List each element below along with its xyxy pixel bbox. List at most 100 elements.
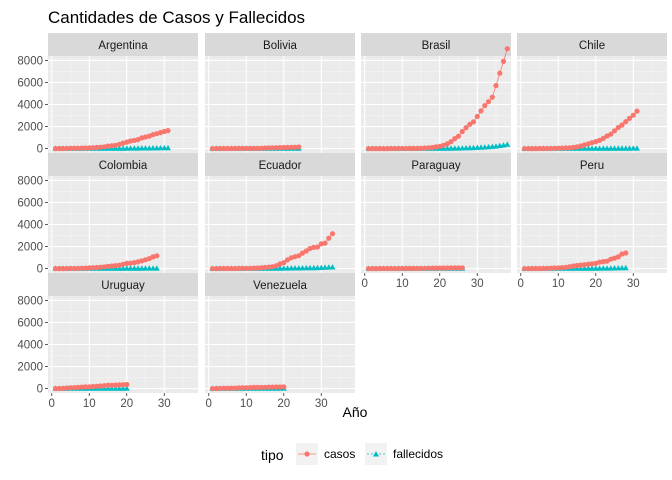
point-casos — [521, 146, 528, 152]
point-casos — [410, 265, 417, 271]
point-casos — [262, 145, 268, 151]
point-casos — [485, 99, 492, 105]
facet-argentina: Argentina 0 2000 4000 6000 8000 — [17, 33, 198, 156]
x-tick-label: 10 — [83, 398, 96, 410]
point-casos — [529, 146, 535, 152]
point-fallecidos — [307, 264, 313, 271]
x-tick-label: 20 — [589, 278, 602, 290]
point-casos — [504, 46, 510, 52]
x-tick-label: 20 — [120, 398, 133, 410]
point-casos — [82, 265, 89, 271]
point-casos — [634, 108, 640, 114]
facet-strip-chile — [517, 33, 667, 56]
y-tick-label: 8000 — [17, 55, 43, 67]
point-casos — [551, 265, 558, 271]
point-casos — [418, 265, 424, 271]
point-fallecidos — [619, 145, 625, 151]
point-casos — [525, 146, 531, 152]
point-casos — [414, 265, 420, 271]
point-casos — [444, 265, 450, 271]
facet-label-venezuela: Venezuela — [253, 280, 307, 292]
point-casos — [555, 265, 561, 271]
point-casos — [377, 146, 383, 152]
point-casos — [459, 265, 465, 271]
point-casos — [266, 384, 272, 390]
facet-brasil: Brasil — [361, 33, 511, 153]
point-casos — [474, 113, 480, 120]
point-casos — [209, 386, 216, 392]
point-casos — [525, 266, 531, 272]
facet-label-bolivia: Bolivia — [263, 40, 297, 52]
point-casos — [67, 385, 74, 391]
legend: tipo casos fallecidos — [261, 443, 443, 465]
point-fallecidos — [165, 144, 171, 151]
point-casos — [544, 145, 550, 152]
point-casos — [209, 146, 216, 152]
point-casos — [60, 385, 66, 391]
point-casos — [448, 139, 454, 145]
point-casos — [239, 145, 246, 151]
point-casos — [281, 384, 287, 390]
point-fallecidos — [604, 265, 610, 271]
facet-strip-argentina — [48, 33, 198, 56]
point-casos — [619, 122, 625, 128]
point-casos — [266, 145, 272, 151]
point-casos — [228, 385, 234, 391]
point-casos — [369, 266, 375, 272]
point-casos — [82, 145, 89, 151]
point-casos — [281, 260, 287, 266]
point-casos — [463, 125, 469, 131]
point-casos — [467, 121, 473, 127]
y-tick-label: 4000 — [17, 340, 43, 352]
point-casos — [536, 145, 543, 152]
point-casos — [529, 265, 535, 272]
point-casos — [239, 265, 246, 271]
point-casos — [478, 108, 484, 114]
point-casos — [452, 265, 458, 271]
point-casos — [277, 145, 283, 151]
legend-key-fallecidos-marker — [373, 451, 379, 457]
point-casos — [112, 263, 119, 269]
point-casos — [105, 263, 111, 269]
facet-strip-colombia — [48, 153, 198, 176]
point-casos — [52, 385, 59, 392]
point-fallecidos — [329, 264, 336, 270]
point-casos — [615, 124, 621, 131]
point-fallecidos — [142, 145, 149, 151]
point-casos — [82, 384, 89, 390]
point-casos — [482, 103, 488, 109]
point-fallecidos — [157, 145, 164, 151]
point-fallecidos — [611, 145, 618, 151]
point-casos — [97, 264, 104, 270]
facet-strip-paraguay — [361, 153, 511, 176]
facet-strip-ecuador — [205, 153, 355, 176]
point-casos — [112, 382, 119, 388]
point-casos — [322, 240, 328, 246]
point-casos — [581, 262, 588, 268]
facet-label-chile: Chile — [579, 40, 605, 52]
point-casos — [243, 265, 249, 271]
point-fallecidos — [127, 145, 134, 151]
point-casos — [221, 265, 227, 272]
point-casos — [455, 133, 462, 139]
x-tick-label: 20 — [277, 398, 290, 410]
point-casos — [221, 145, 227, 152]
facet-colombia: Colombia 0 2000 4000 6000 8000 — [17, 153, 198, 276]
point-casos — [284, 144, 291, 150]
point-casos — [497, 70, 503, 76]
point-casos — [329, 231, 336, 237]
point-casos — [228, 145, 234, 152]
facet-bolivia: Bolivia — [205, 33, 355, 153]
point-casos — [236, 265, 242, 271]
point-casos — [60, 145, 66, 152]
point-casos — [429, 265, 435, 271]
y-tick-label: 6000 — [17, 77, 43, 89]
point-casos — [90, 265, 96, 271]
point-casos — [97, 144, 104, 150]
point-casos — [232, 385, 238, 391]
legend-key-fallecidos — [365, 443, 387, 465]
point-fallecidos — [589, 265, 595, 271]
point-casos — [254, 384, 261, 390]
point-casos — [236, 145, 242, 151]
